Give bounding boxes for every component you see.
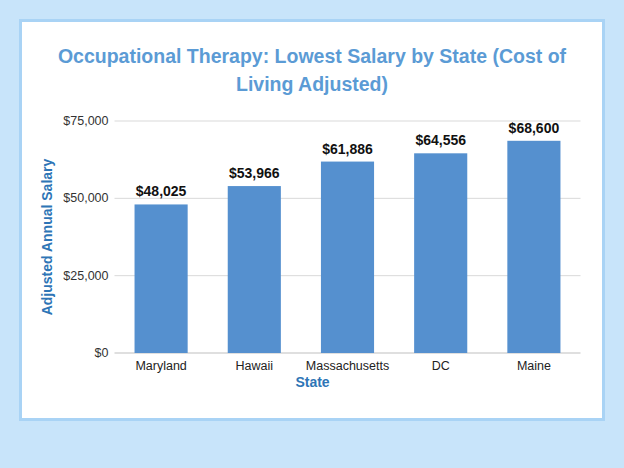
data-label: $64,556 xyxy=(415,132,466,148)
bar xyxy=(228,186,281,353)
data-label: $48,025 xyxy=(136,183,187,199)
y-tick-label: $0 xyxy=(95,346,109,360)
y-tick-label: $25,000 xyxy=(63,269,108,283)
chart-title: Occupational Therapy: Lowest Salary by S… xyxy=(42,42,582,98)
x-tick-label: Massachusetts xyxy=(306,359,389,373)
data-label: $68,600 xyxy=(509,120,560,136)
y-tick-label: $75,000 xyxy=(63,114,108,128)
bar xyxy=(507,141,560,353)
x-tick-label: Hawaii xyxy=(236,359,274,373)
bar xyxy=(321,162,374,353)
x-tick-label: Maine xyxy=(517,359,551,373)
grid xyxy=(115,121,581,353)
bars xyxy=(135,141,561,353)
bar xyxy=(414,153,467,353)
data-label: $61,886 xyxy=(322,141,373,157)
data-label: $53,966 xyxy=(229,165,280,181)
y-tick-label: $50,000 xyxy=(63,191,108,205)
x-tick-label: DC xyxy=(432,359,450,373)
chart: $0 $25,000 $50,000 $75,000 $48,025 $53,966 $61… xyxy=(0,0,624,468)
x-axis-title: State xyxy=(295,374,329,390)
bar xyxy=(135,204,188,353)
x-tick-label: Maryland xyxy=(135,359,186,373)
y-axis-title: Adjusted Annual Salary xyxy=(39,158,55,315)
data-labels: $48,025 $53,966 $61,886 $64,556 $68,600 xyxy=(136,120,560,200)
